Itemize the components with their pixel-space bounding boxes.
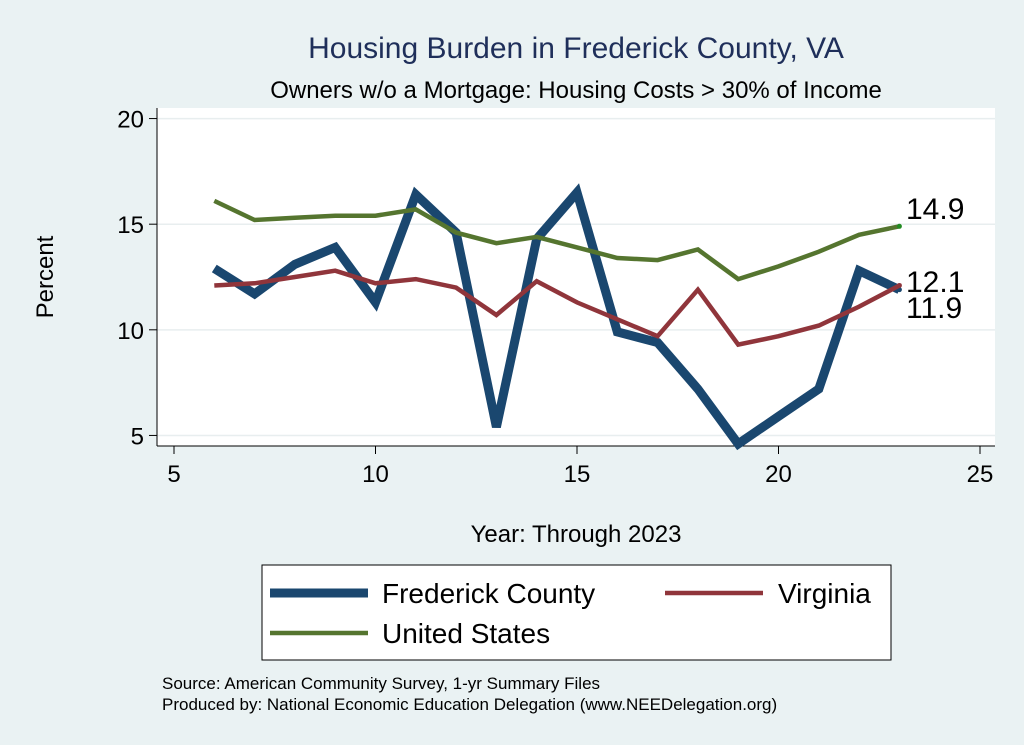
- x-axis-title: Year: Through 2023: [471, 521, 682, 548]
- legend-label-frederick-county: Frederick County: [382, 578, 595, 609]
- label-layer: 11.912.1 14.9: [906, 193, 964, 325]
- end-label-frederick-county: 11.9: [906, 292, 962, 325]
- legend-label-united-states: United States: [382, 618, 550, 649]
- y-tick-label: 10: [117, 318, 144, 345]
- series-line-united-states: [213, 198, 900, 282]
- end-label-united-states: 14.9: [906, 193, 964, 226]
- data-point-united-states: [896, 223, 902, 229]
- series-line-frederick-county: [211, 183, 902, 451]
- series-line-virginia: [214, 268, 901, 348]
- x-tick-label: 5: [167, 461, 180, 488]
- legend: Frederick County Virginia United States: [270, 578, 871, 649]
- data-point-virginia: [896, 282, 902, 288]
- y-tick-label: 5: [131, 423, 144, 450]
- x-tick-label: 20: [765, 461, 792, 488]
- x-tick-label: 25: [967, 461, 994, 488]
- y-axis-title: Percent: [32, 235, 59, 318]
- x-tick-label: 10: [362, 461, 389, 488]
- produced-by-note: Produced by: National Economic Education…: [162, 695, 777, 714]
- end-label-virginia: 12.1: [906, 266, 964, 299]
- series-layer: [211, 183, 902, 451]
- x-tick-label: 15: [564, 461, 591, 488]
- chart-subtitle: Owners w/o a Mortgage: Housing Costs > 3…: [270, 77, 882, 104]
- y-tick-label: 20: [117, 107, 144, 134]
- y-tick-label: 15: [117, 212, 144, 239]
- source-note: Source: American Community Survey, 1-yr …: [162, 674, 600, 693]
- legend-label-virginia: Virginia: [778, 578, 871, 609]
- legend-box: [261, 564, 892, 661]
- grid-layer: [157, 117, 995, 437]
- tick-layer: 5 10 15 20 5 10 15 20 25: [117, 107, 993, 488]
- chart-title: Housing Burden in Frederick County, VA: [308, 32, 844, 65]
